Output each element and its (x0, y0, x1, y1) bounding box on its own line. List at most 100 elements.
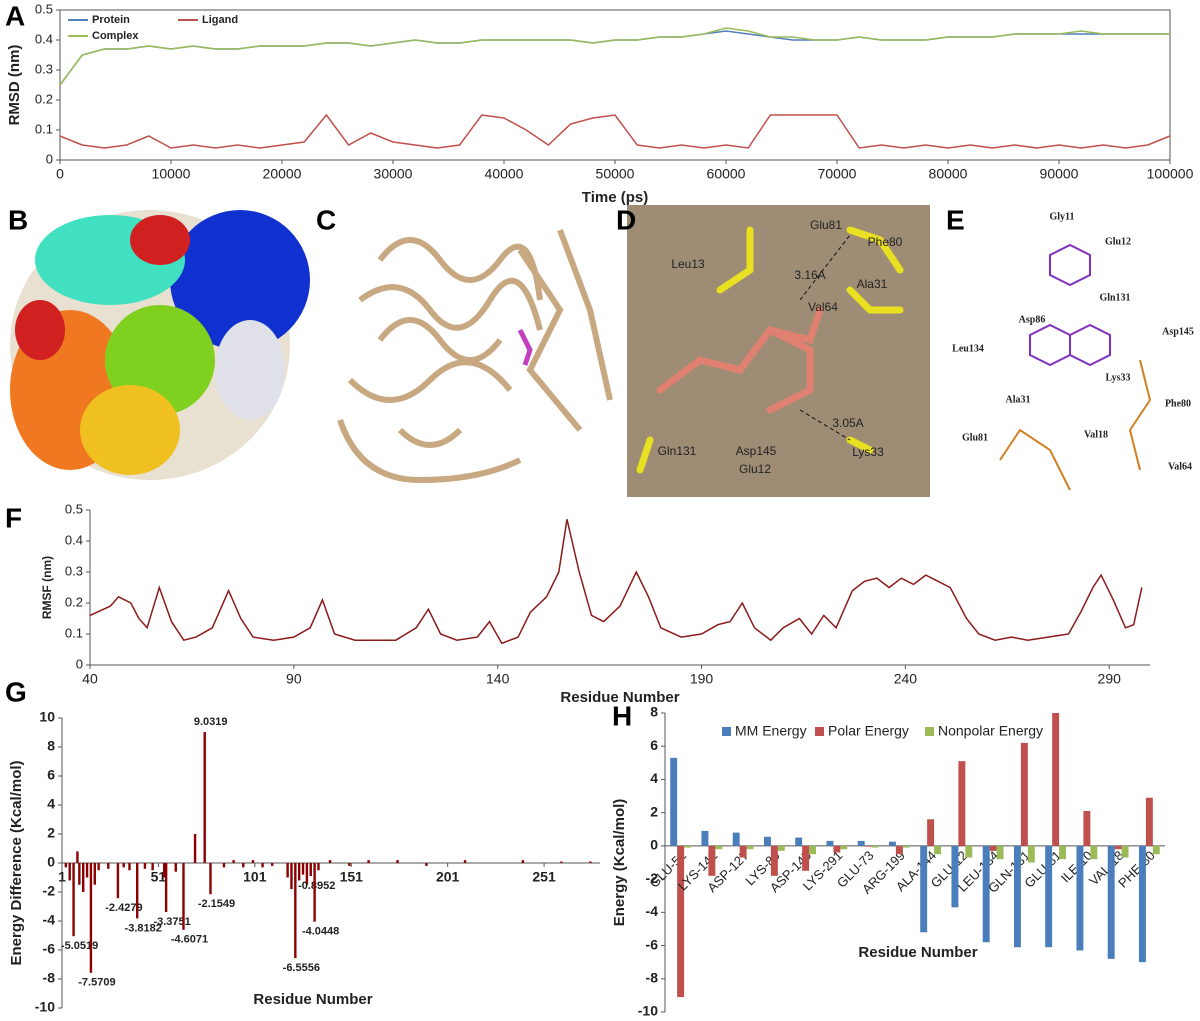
legend-label: Polar Energy (828, 723, 909, 739)
bar (76, 851, 79, 863)
bar (982, 845, 990, 943)
x-tick-label: 20000 (263, 166, 302, 182)
panel-label: B (8, 204, 28, 235)
bar (795, 837, 803, 846)
y-tick-label: -4 (43, 912, 56, 928)
bar (93, 863, 96, 885)
bar (301, 863, 305, 875)
bar (317, 863, 320, 871)
bar (64, 863, 68, 868)
value-label: 9.0319 (194, 716, 228, 728)
bar (840, 845, 848, 850)
y-tick-label: -8 (43, 970, 56, 986)
x-axis-title: Residue Number (253, 991, 372, 1008)
bar (746, 845, 754, 850)
bar (164, 863, 168, 912)
plot-frame (59, 9, 1171, 161)
bar (203, 732, 206, 863)
residue-label: Phe80 (1165, 398, 1191, 409)
bar (732, 832, 740, 846)
cartoon-image (337, 228, 613, 484)
bar (297, 863, 301, 881)
series-line (59, 27, 1170, 86)
x-axis-title: Residue Number (560, 689, 679, 706)
y-tick-label: -2 (43, 883, 56, 899)
bar (1045, 845, 1053, 948)
x-tick-label: 40 (82, 671, 98, 687)
x-tick-label: 90000 (1040, 166, 1079, 182)
x-tick-label: 240 (894, 671, 918, 687)
y-tick-label: 2 (47, 825, 55, 841)
y-tick-label: 0 (650, 837, 658, 853)
bar (290, 863, 293, 890)
x-tick-label: 100000 (1147, 166, 1194, 182)
residue-label: Val18 (1084, 429, 1108, 440)
bar (242, 863, 245, 868)
bar (107, 863, 110, 869)
legend-label: Nonpolar Energy (938, 723, 1043, 739)
bar (463, 860, 467, 863)
x-axis-title: Residue Number (858, 944, 977, 961)
bar (222, 863, 226, 868)
bar (1013, 845, 1021, 948)
bar (136, 863, 139, 919)
residue-label: Asp145 (1162, 326, 1194, 337)
bar (143, 863, 147, 869)
series-line (89, 519, 1143, 645)
bar (777, 845, 785, 851)
binding-site-sticks (636, 226, 904, 474)
y-tick-label: 2 (650, 803, 658, 819)
series-line (59, 30, 1170, 86)
residue-label: Leu134 (952, 343, 984, 354)
hbond (799, 409, 851, 441)
bar (328, 860, 332, 863)
value-label: -5.0519 (61, 940, 98, 952)
bar (232, 860, 235, 863)
x-tick-label: 201 (436, 869, 460, 885)
bar (677, 845, 685, 998)
x-tick-label: 80000 (929, 166, 968, 182)
bar (85, 863, 89, 878)
residue-label: Glu12 (1105, 236, 1131, 247)
residue-label: Val64 (1168, 461, 1192, 472)
x-tick-label: 101 (243, 869, 267, 885)
y-tick-label: 4 (650, 770, 658, 786)
y-tick-label: 0.2 (35, 91, 53, 106)
bar (72, 863, 75, 937)
bar (1059, 845, 1067, 860)
x-tick-label: 1 (58, 869, 66, 885)
y-tick-label: 0.1 (65, 625, 83, 640)
bar (833, 845, 841, 853)
residue-label: Lys33 (852, 445, 884, 459)
bar (670, 757, 678, 846)
value-label: -2.1549 (198, 898, 235, 910)
panel-label: E (946, 204, 965, 235)
bar (708, 845, 716, 876)
bar (286, 863, 289, 878)
y-axis-title: RMSF (nm) (40, 556, 54, 619)
value-label: -3.3751 (153, 916, 190, 928)
bar (770, 845, 778, 876)
residue-label: 3.16A (794, 268, 825, 282)
bar (251, 860, 255, 863)
residue-label: Gln131 (1099, 292, 1130, 303)
bar (715, 845, 723, 850)
bar (78, 863, 81, 885)
x-tick-label: 0 (56, 166, 64, 182)
bar (888, 841, 896, 846)
bar (425, 863, 428, 866)
y-axis-title: Energy (Kcal/mol) (611, 799, 628, 927)
bar (128, 863, 131, 871)
bar (895, 845, 903, 855)
bar (965, 845, 973, 858)
panel-label: H (612, 700, 632, 731)
x-tick-label: 140 (486, 671, 510, 687)
y-axis-title: Energy Difference (Kcal/mol) (8, 760, 25, 965)
bar (864, 845, 872, 847)
y-tick-label: 4 (47, 796, 55, 812)
residue-label: Glu12 (739, 462, 771, 476)
bar (927, 819, 935, 846)
series-line (59, 113, 1171, 149)
bar (739, 845, 747, 858)
